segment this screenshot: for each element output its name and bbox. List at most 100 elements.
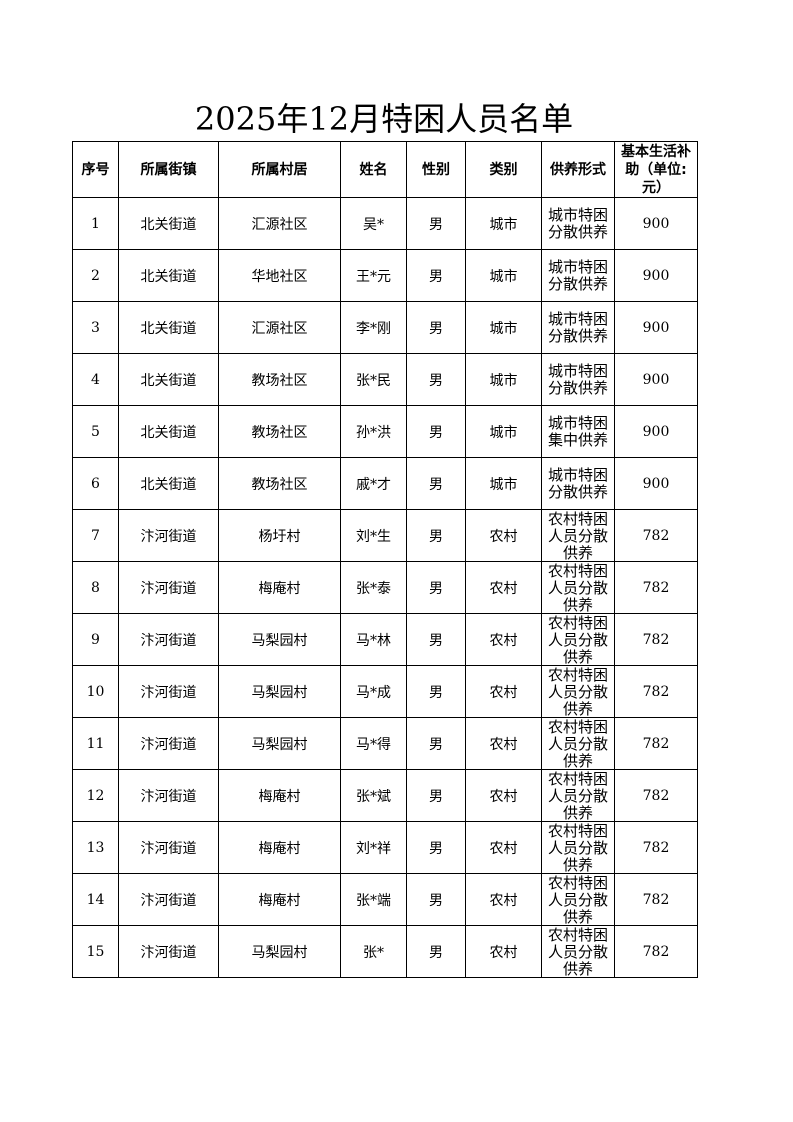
col-support-type-cell: 城市特困分散供养 [541,301,615,354]
col-name-cell: 刘*生 [340,509,407,562]
support-type-text: 城市特困分散供养 [547,310,608,345]
col-category-cell: 城市 [465,301,542,354]
col-index-cell: 7 [72,509,119,562]
header-col-allowance: 基本生活补助（单位:元） [614,141,698,198]
header-col-name: 姓名 [340,141,407,198]
table-row: 14 汴河街道 梅庵村 张*端男农村 农村特困人员分散供养 782 [72,873,698,926]
header-col-community: 所属村居 [218,141,341,198]
col-street-cell: 汴河街道 [118,873,219,926]
col-street-cell: 汴河街道 [118,561,219,614]
table-row: 2 北关街道 华地社区 王*元男城市 城市特困分散供养 900 [72,249,698,302]
col-category-cell: 农村 [465,509,542,562]
col-street-cell: 北关街道 [118,197,219,250]
col-community-cell: 汇源社区 [218,301,341,354]
col-allowance-cell: 900 [614,457,698,510]
col-name-cell: 马*得 [340,717,407,770]
col-index-cell: 10 [72,665,119,718]
col-street-cell: 汴河街道 [118,665,219,718]
col-allowance-cell: 782 [614,717,698,770]
col-gender-cell: 男 [406,561,466,614]
col-index-cell: 8 [72,561,119,614]
col-community-cell: 马梨园村 [218,717,341,770]
col-index-cell: 2 [72,249,119,302]
col-gender-cell: 男 [406,821,466,874]
col-support-type-cell: 农村特困人员分散供养 [541,769,615,822]
support-type-text: 农村特困人员分散供养 [547,822,608,873]
table-row: 10 汴河街道 马梨园村 马*成男农村 农村特困人员分散供养 782 [72,665,698,718]
col-community-cell: 梅庵村 [218,769,341,822]
col-community-cell: 马梨园村 [218,925,341,978]
col-name-cell: 戚*才 [340,457,407,510]
table-row: 4 北关街道 教场社区 张*民男城市 城市特困分散供养 900 [72,353,698,406]
col-name-cell: 孙*洪 [340,405,407,458]
col-index-cell: 13 [72,821,119,874]
col-allowance-cell: 900 [614,249,698,302]
col-category-cell: 农村 [465,769,542,822]
col-support-type-cell: 农村特困人员分散供养 [541,613,615,666]
col-community-cell: 教场社区 [218,353,341,406]
col-name-cell: 李*刚 [340,301,407,354]
col-category-cell: 农村 [465,717,542,770]
col-allowance-cell: 782 [614,561,698,614]
col-support-type-cell: 城市特困分散供养 [541,249,615,302]
col-category-cell: 城市 [465,405,542,458]
col-name-cell: 马*林 [340,613,407,666]
col-allowance-cell: 782 [614,821,698,874]
col-index-cell: 6 [72,457,119,510]
col-allowance-cell: 900 [614,197,698,250]
col-support-type-cell: 农村特困人员分散供养 [541,821,615,874]
support-type-text: 城市特困分散供养 [547,362,608,397]
col-gender-cell: 男 [406,509,466,562]
col-community-cell: 教场社区 [218,405,341,458]
support-type-text: 农村特困人员分散供养 [547,770,608,821]
col-index-cell: 9 [72,613,119,666]
col-gender-cell: 男 [406,197,466,250]
col-allowance-cell: 782 [614,665,698,718]
col-category-cell: 城市 [465,353,542,406]
support-type-text: 农村特困人员分散供养 [547,926,608,977]
col-name-cell: 刘*祥 [340,821,407,874]
col-category-cell: 城市 [465,197,542,250]
col-index-cell: 14 [72,873,119,926]
col-name-cell: 吴* [340,197,407,250]
col-gender-cell: 男 [406,301,466,354]
col-category-cell: 城市 [465,457,542,510]
col-street-cell: 北关街道 [118,405,219,458]
col-name-cell: 张*端 [340,873,407,926]
support-type-text: 城市特困集中供养 [547,414,608,449]
col-community-cell: 梅庵村 [218,821,341,874]
col-community-cell: 华地社区 [218,249,341,302]
table-row: 6 北关街道 教场社区 戚*才男城市 城市特困分散供养 900 [72,457,698,510]
col-community-cell: 杨圩村 [218,509,341,562]
col-support-type-cell: 城市特困分散供养 [541,197,615,250]
col-index-cell: 1 [72,197,119,250]
table-row: 15 汴河街道 马梨园村 张* 男农村 农村特困人员分散供养 782 [72,925,698,978]
col-gender-cell: 男 [406,457,466,510]
col-gender-cell: 男 [406,925,466,978]
col-index-cell: 12 [72,769,119,822]
col-street-cell: 汴河街道 [118,613,219,666]
col-community-cell: 马梨园村 [218,665,341,718]
col-gender-cell: 男 [406,249,466,302]
col-allowance-cell: 782 [614,769,698,822]
col-gender-cell: 男 [406,873,466,926]
table-row: 9 汴河街道 马梨园村 马*林男农村 农村特困人员分散供养 782 [72,613,698,666]
col-index-cell: 3 [72,301,119,354]
col-allowance-cell: 900 [614,353,698,406]
table-row: 12 汴河街道 梅庵村 张*斌男农村 农村特困人员分散供养 782 [72,769,698,822]
col-name-cell: 张* [340,925,407,978]
col-category-cell: 城市 [465,249,542,302]
table-row: 11 汴河街道 马梨园村 马*得男农村 农村特困人员分散供养 782 [72,717,698,770]
col-gender-cell: 男 [406,717,466,770]
col-support-type-cell: 城市特困分散供养 [541,457,615,510]
header-col-street: 所属街镇 [118,141,219,198]
page-title: 2025年12月特困人员名单 [194,100,574,138]
col-support-type-cell: 农村特困人员分散供养 [541,561,615,614]
col-gender-cell: 男 [406,613,466,666]
table-row: 5 北关街道 教场社区 孙*洪男城市 城市特困集中供养 900 [72,405,698,458]
col-allowance-cell: 900 [614,405,698,458]
col-allowance-cell: 900 [614,301,698,354]
col-support-type-cell: 农村特困人员分散供养 [541,925,615,978]
table-row: 3 北关街道 汇源社区 李*刚男城市 城市特困分散供养 900 [72,301,698,354]
support-type-text: 农村特困人员分散供养 [547,718,608,769]
